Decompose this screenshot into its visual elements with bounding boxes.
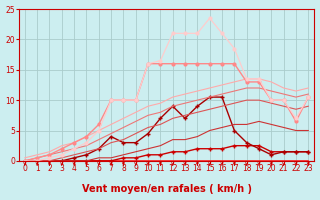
X-axis label: Vent moyen/en rafales ( km/h ): Vent moyen/en rafales ( km/h ) [82, 184, 252, 194]
